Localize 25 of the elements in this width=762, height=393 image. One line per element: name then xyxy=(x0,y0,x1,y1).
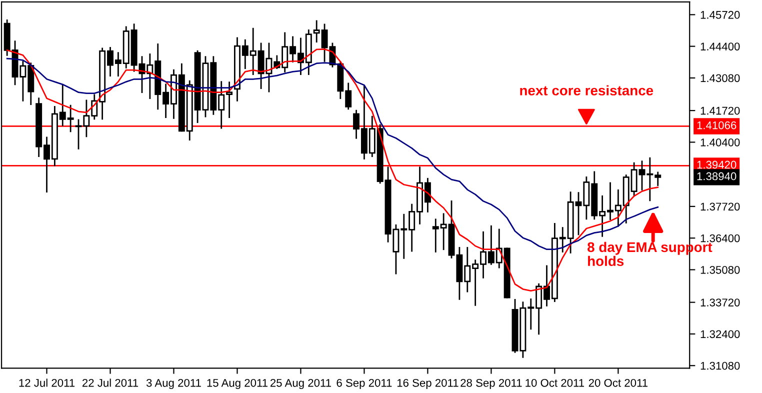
x-tick-label: 15 Aug 2011 xyxy=(207,378,268,390)
y-tick-label: 1.43080 xyxy=(700,74,740,82)
y-tick-label: 1.36400 xyxy=(700,234,740,242)
annotation: next core resistance xyxy=(520,85,654,96)
x-tick-label: 12 Jul 2011 xyxy=(19,378,75,387)
y-tick-label: 1.31080 xyxy=(700,362,740,370)
x-tick-label: 28 Sep 2011 xyxy=(460,378,522,390)
x-tick-label: 3 Aug 2011 xyxy=(146,378,201,390)
y-tick-label: 1.40400 xyxy=(700,138,740,146)
y-tick-label: 1.32400 xyxy=(700,330,740,338)
y-tick-label: 1.44400 xyxy=(700,42,740,50)
x-tick-label: 10 Oct 2011 xyxy=(526,378,584,387)
x-tick-label: 16 Sep 2011 xyxy=(397,378,458,390)
x-tick-label: 20 Oct 2011 xyxy=(588,378,648,387)
y-tick-label: 1.35080 xyxy=(700,266,740,274)
y-tick-label: 1.33720 xyxy=(700,298,740,306)
ref-line-label: 1.39420 xyxy=(697,160,736,169)
x-tick-label: 6 Sep 2011 xyxy=(336,378,392,390)
text: 1.38940 xyxy=(697,172,736,180)
ref-line-label: 1.41066 xyxy=(697,121,736,130)
y-tick-label: 1.37720 xyxy=(700,202,740,211)
y-tick-label: 1.45720 xyxy=(700,10,740,19)
x-tick-label: 22 Jul 2011 xyxy=(82,378,138,387)
x-tick-label: 25 Aug 2011 xyxy=(270,378,331,390)
y-tick-label: 1.41720 xyxy=(700,106,740,115)
